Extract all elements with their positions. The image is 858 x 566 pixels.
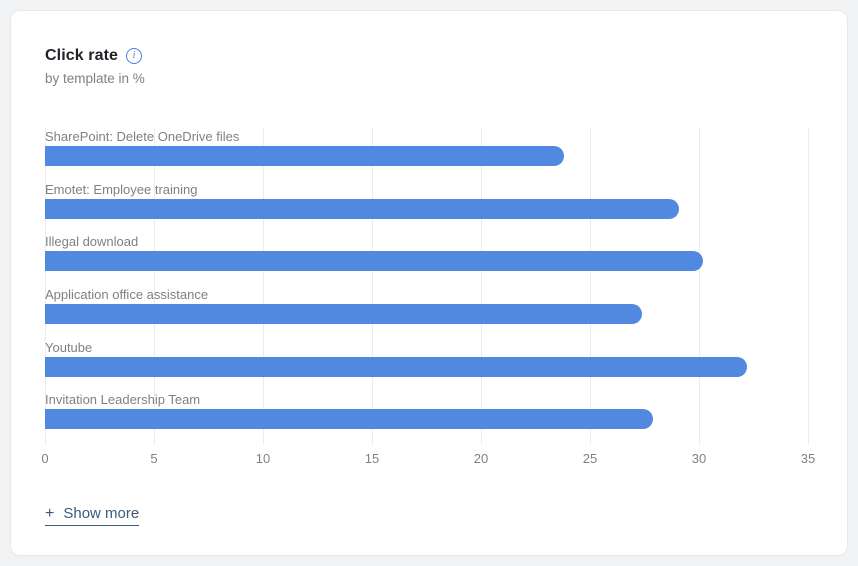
chart-subtitle: by template in % (45, 71, 145, 86)
bar-label: Illegal download (45, 234, 139, 250)
x-tick-label: 30 (691, 451, 707, 466)
gridlines (45, 128, 809, 444)
gridline (481, 128, 482, 444)
show-more-link[interactable]: + Show more (45, 504, 140, 526)
gridline (808, 128, 809, 444)
gridline (154, 128, 155, 444)
bar[interactable] (45, 146, 564, 166)
x-tick-label: 15 (364, 451, 380, 466)
x-axis: 0 5 10 15 20 25 30 35 (41, 451, 815, 467)
show-more-label: Show more (63, 505, 140, 522)
plus-icon: + (45, 504, 55, 522)
bar-rows: SharePoint: Delete OneDrive files Emotet:… (45, 128, 808, 444)
chart-row: Illegal download (45, 233, 808, 286)
bar-label: Youtube (45, 339, 93, 355)
info-icon[interactable]: i (126, 48, 143, 64)
bar[interactable] (45, 409, 654, 430)
gridline (590, 128, 591, 444)
x-tick-label: 25 (582, 451, 598, 466)
gridline (45, 128, 46, 444)
x-tick-label: 10 (255, 451, 271, 466)
x-tick-label: 0 (41, 451, 49, 466)
bar[interactable] (45, 198, 680, 219)
card-header: Click rate i by template in % (45, 47, 145, 86)
chart-row: Emotet: Employee training (45, 181, 808, 234)
chart-title: Click rate (45, 47, 119, 64)
chart-row: Application office assistance (45, 286, 808, 339)
bar-label: Application office assistance (45, 286, 209, 302)
chart-row: SharePoint: Delete OneDrive files (45, 128, 808, 181)
click-rate-card: Click rate i by template in % SharePoint… (10, 10, 848, 556)
bar[interactable] (45, 356, 747, 377)
gridline (372, 128, 373, 444)
chart-row: Invitation Leadership Team (45, 391, 808, 444)
chart-row: Youtube (45, 339, 808, 392)
bar-label: Emotet: Employee training (45, 181, 198, 197)
bar[interactable] (45, 251, 704, 272)
gridline (699, 128, 700, 444)
x-tick-label: 5 (150, 451, 158, 466)
bar-label: Invitation Leadership Team (45, 392, 201, 408)
x-tick-label: 20 (473, 451, 489, 466)
bar-label: SharePoint: Delete OneDrive files (45, 129, 240, 144)
gridline (263, 128, 264, 444)
bar-chart-plot-area: SharePoint: Delete OneDrive files Emotet:… (45, 128, 809, 444)
bar[interactable] (45, 303, 643, 324)
x-tick-label: 35 (800, 451, 816, 466)
